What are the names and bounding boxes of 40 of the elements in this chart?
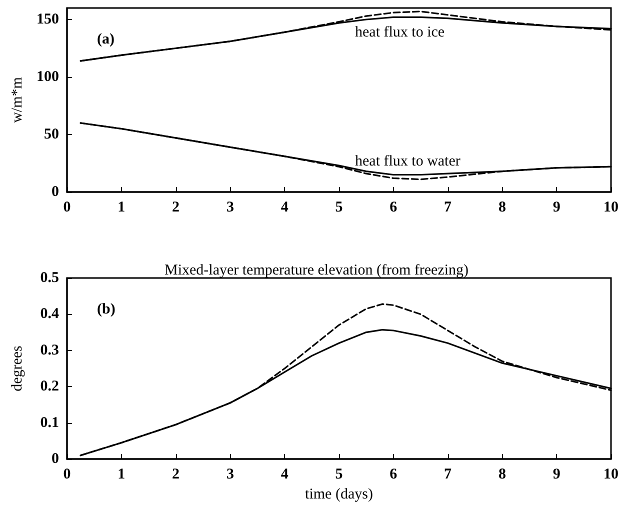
x-tick-label: 3 <box>226 466 234 482</box>
x-tick-label: 1 <box>118 200 126 216</box>
x-tick-label: 4 <box>280 466 289 482</box>
annotation: (a) <box>97 32 114 48</box>
x-tick-label: 8 <box>498 466 506 482</box>
annotation: heat flux to ice <box>355 24 445 40</box>
x-tick-label: 8 <box>498 200 506 216</box>
y-tick-label: 0.5 <box>40 270 59 286</box>
y-tick-label: 150 <box>36 12 59 28</box>
y-tick-label: 0 <box>52 184 59 200</box>
x-tick-label: 10 <box>604 466 618 482</box>
x-tick-label: 5 <box>335 466 343 482</box>
annotation: (b) <box>97 302 116 318</box>
y-tick-label: 0.2 <box>40 378 59 395</box>
y-tick-label: 0 <box>52 451 59 467</box>
x-axis-title: time (days) <box>305 486 373 502</box>
y-tick-label: 0.4 <box>40 306 60 322</box>
x-tick-label: 6 <box>390 200 398 216</box>
x-tick-label: 5 <box>335 200 343 216</box>
y-tick-label: 100 <box>36 69 59 85</box>
x-tick-label: 2 <box>172 200 180 216</box>
x-tick-label: 0 <box>63 466 71 482</box>
x-tick-label: 1 <box>118 466 126 482</box>
annotation: heat flux to water <box>355 154 460 170</box>
y-tick-label: 50 <box>44 126 59 142</box>
x-tick-label: 7 <box>444 200 452 216</box>
x-tick-label: 0 <box>63 200 71 216</box>
x-tick-label: 10 <box>604 200 618 216</box>
y-axis-title: degrees <box>10 345 26 392</box>
x-tick-label: 6 <box>390 466 398 482</box>
y-tick-label: 0.1 <box>40 414 59 431</box>
x-tick-label: 2 <box>172 466 180 482</box>
x-tick-label: 9 <box>552 466 560 482</box>
x-tick-label: 3 <box>226 200 234 216</box>
y-tick-label: 0.3 <box>40 342 59 358</box>
x-tick-label: 4 <box>280 200 289 216</box>
x-tick-label: 9 <box>552 200 560 216</box>
x-tick-label: 7 <box>444 466 452 482</box>
chart-title: Mixed-layer temperature elevation (from freezing) <box>164 262 469 278</box>
y-axis-title: w/m*m <box>10 76 26 123</box>
